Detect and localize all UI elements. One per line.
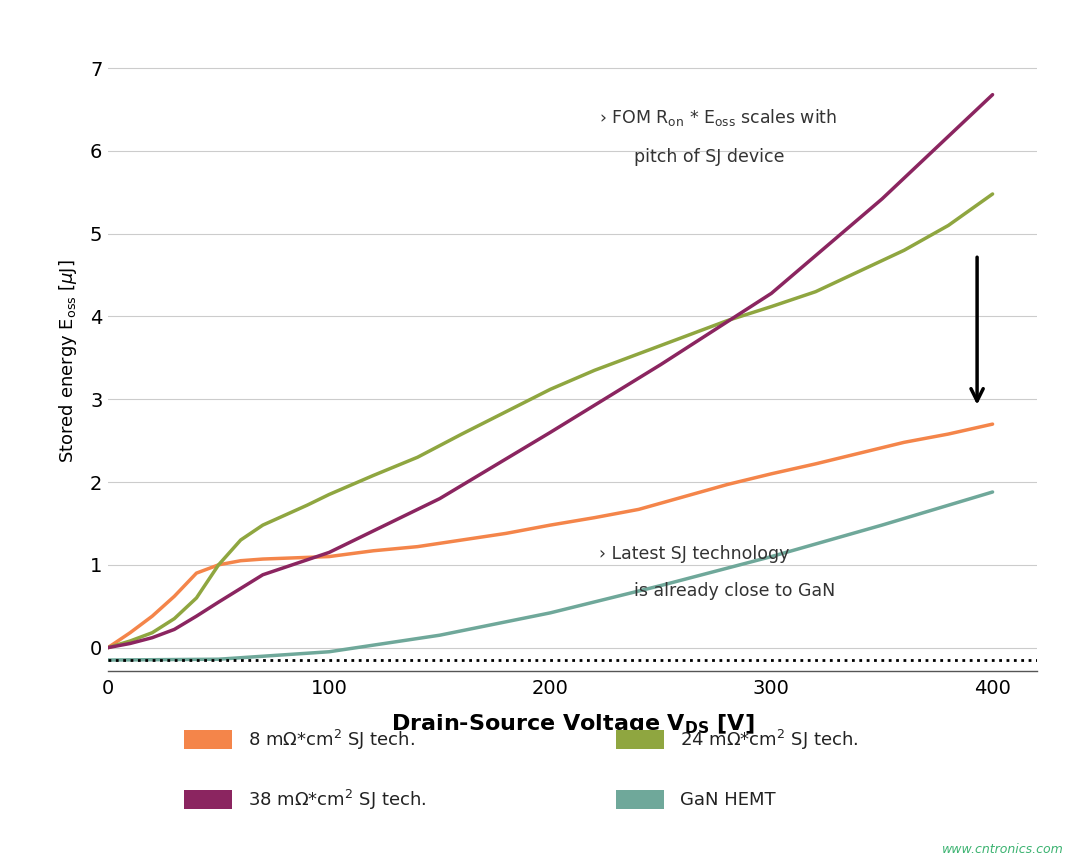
Text: 38 m$\Omega$*cm$^2$ SJ tech.: 38 m$\Omega$*cm$^2$ SJ tech. (248, 788, 427, 812)
Text: › Latest SJ technology: › Latest SJ technology (599, 545, 789, 563)
Text: www.cntronics.com: www.cntronics.com (942, 843, 1064, 856)
X-axis label: Drain-Source Voltage V$_{\mathregular{DS}}$ [V]: Drain-Source Voltage V$_{\mathregular{DS… (391, 712, 754, 736)
Y-axis label: Stored energy E$_{\mathregular{oss}}$ [$\mu$J]: Stored energy E$_{\mathregular{oss}}$ [$… (57, 260, 79, 463)
Text: is already close to GaN: is already close to GaN (634, 581, 836, 599)
Text: GaN HEMT: GaN HEMT (680, 791, 777, 808)
Text: pitch of SJ device: pitch of SJ device (634, 148, 785, 166)
Text: › FOM R$_{\mathregular{on}}$ * E$_{\mathregular{oss}}$ scales with: › FOM R$_{\mathregular{on}}$ * E$_{\math… (599, 107, 837, 128)
Text: 24 m$\Omega$*cm$^2$ SJ tech.: 24 m$\Omega$*cm$^2$ SJ tech. (680, 728, 859, 752)
Text: 8 m$\Omega$*cm$^2$ SJ tech.: 8 m$\Omega$*cm$^2$ SJ tech. (248, 728, 416, 752)
